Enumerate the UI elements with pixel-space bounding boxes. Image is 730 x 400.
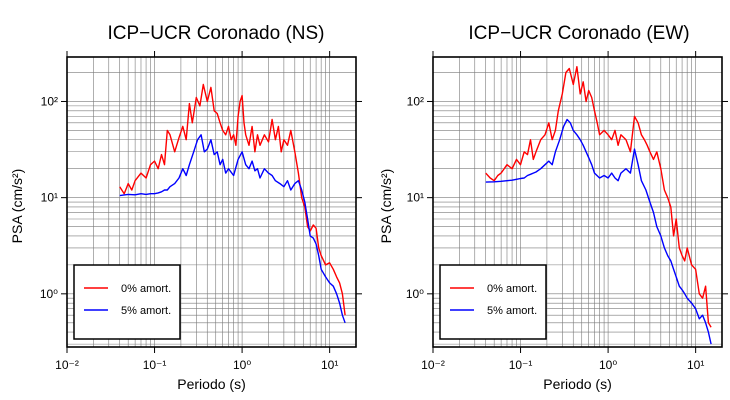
x-tick-label: 10⁰ <box>233 358 251 372</box>
tick-marks <box>61 51 362 353</box>
x-tick-label: 10⁰ <box>599 358 617 372</box>
y-tick-label: 10² <box>407 94 424 108</box>
x-axis-label: Periodo (s) <box>177 376 245 392</box>
y-axis-label: PSA (cm/s²) <box>378 169 394 244</box>
x-tick-label: 10⁻¹ <box>509 358 533 372</box>
y-tick-label: 10⁰ <box>40 287 58 301</box>
tick-marks <box>427 51 728 353</box>
chart-ns: ICP−UCR Coronado (NS) 10⁻² 10⁻¹ 10⁰ 10¹ 10⁰ 10… <box>9 23 362 392</box>
y-tick-label: 10¹ <box>41 191 58 205</box>
plot-frame <box>432 56 723 348</box>
legend-box <box>73 264 181 340</box>
x-tick-label: 10⁻² <box>421 358 445 372</box>
y-axis-label: PSA (cm/s²) <box>9 169 25 244</box>
series-line-5pct <box>485 118 712 345</box>
plot-frame <box>66 56 357 348</box>
legend-label: 5% amort. <box>487 305 537 317</box>
x-tick-label: 10¹ <box>321 358 338 372</box>
chart-title: ICP−UCR Coronado (EW) <box>468 23 689 44</box>
legend-label: 0% amort. <box>121 283 171 295</box>
x-tick-label: 10⁻¹ <box>143 358 167 372</box>
x-tick-label: 10¹ <box>687 358 704 372</box>
legend: 0% amort. 5% amort. <box>73 264 181 340</box>
series-line-5pct <box>119 134 346 324</box>
y-tick-label: 10² <box>41 94 58 108</box>
y-tick-label: 10⁰ <box>406 287 424 301</box>
legend-box <box>439 264 547 340</box>
series-line-0pct <box>485 65 712 328</box>
legend: 0% amort. 5% amort. <box>439 264 547 340</box>
legend-label: 0% amort. <box>487 283 537 295</box>
x-axis-label: Periodo (s) <box>543 376 611 392</box>
chart-title: ICP−UCR Coronado (NS) <box>108 23 325 44</box>
y-tick-label: 10¹ <box>407 191 424 205</box>
chart-ew: ICP−UCR Coronado (EW) 10⁻² 10⁻¹ 10⁰ 10¹ 10⁰ 10… <box>378 23 728 392</box>
legend-label: 5% amort. <box>121 305 171 317</box>
x-tick-label: 10⁻² <box>55 358 79 372</box>
